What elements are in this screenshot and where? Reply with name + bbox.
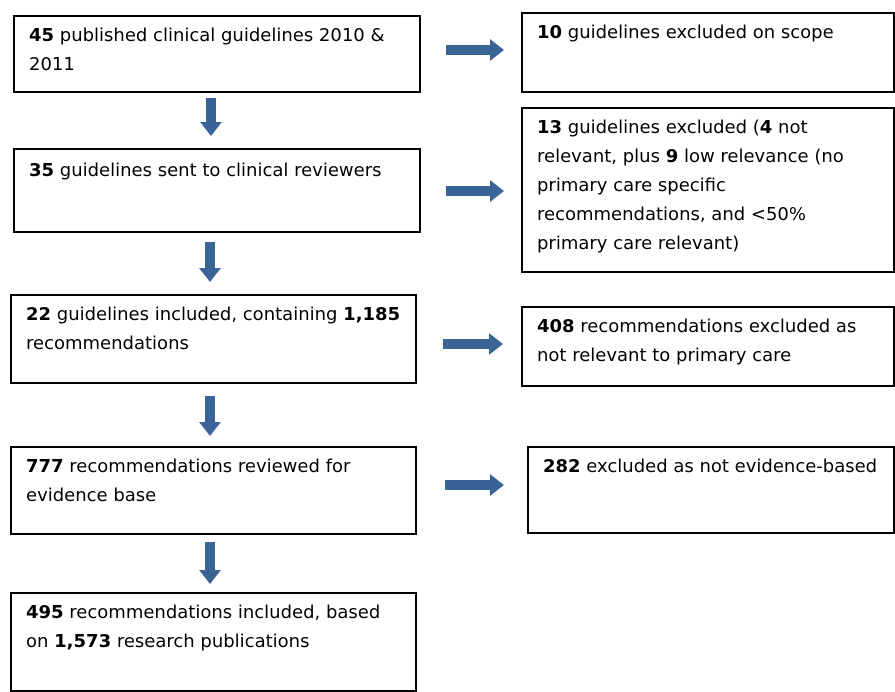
text: recommendations reviewed for evidence ba… [26,456,351,506]
text: guidelines excluded ( [562,117,760,138]
flow-box: 777 recommendations reviewed for evidenc… [10,446,417,535]
down-arrow [199,242,221,282]
bold-text: 777 [26,456,64,477]
down-arrow [199,396,221,436]
flow-box: 22 guidelines included, containing 1,185… [10,294,417,384]
bold-text: 10 [537,22,563,43]
right-arrow [445,474,504,496]
flow-box: 10 guidelines excluded on scope [521,12,895,93]
down-arrow [200,98,222,136]
text: guidelines included, containing [51,304,344,325]
bold-text: 1,185 [343,304,401,325]
bold-text: 495 [26,602,64,623]
flow-box: 45 published clinical guidelines 2010 & … [13,15,421,93]
bold-text: 22 [26,304,52,325]
down-arrow [199,542,221,584]
flow-box: 282 excluded as not evidence-based [527,446,895,534]
right-arrow [443,333,503,355]
flow-box: 13 guidelines excluded (4 not relevant, … [521,107,895,273]
bold-text: 13 [537,117,563,138]
arrows [199,39,504,584]
flow-box: 35 guidelines sent to clinical reviewers [13,148,421,233]
page: 45 published clinical guidelines 2010 & … [10,12,895,692]
text: low relevance (no primary care specific … [537,146,844,254]
text: excluded as not evidence-based [580,456,878,477]
flow-box: 408 recommendations excluded as not rele… [521,306,895,387]
bold-text: 1,573 [54,631,112,652]
text: recommendations [26,333,189,354]
bold-text: 45 [29,25,55,46]
text: recommendations included, based on [26,602,381,652]
text: guidelines sent to clinical reviewers [54,160,382,181]
text: not relevant, plus [537,117,808,167]
bold-text: 408 [537,316,575,337]
arrow-group [199,39,504,584]
text: guidelines excluded on scope [562,22,834,43]
text: published clinical guidelines 2010 & 201… [29,25,385,75]
bold-text: 9 [665,146,679,167]
right-arrow [446,39,504,61]
bold-text: 4 [759,117,773,138]
flow-box: 495 recommendations included, based on 1… [10,592,417,692]
right-arrow [446,180,504,202]
bold-text: 35 [29,160,55,181]
text: recommendations excluded as not relevant… [537,316,857,366]
text: research publications [111,631,310,652]
bold-text: 282 [543,456,581,477]
